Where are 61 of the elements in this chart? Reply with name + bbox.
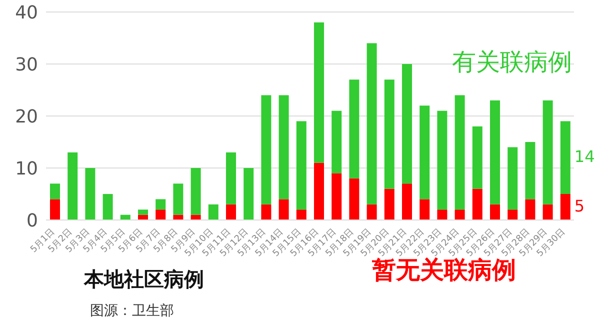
series-label: 暂无关联病例 [372,256,516,286]
bar [472,188,482,220]
bar [244,168,254,220]
bar [190,168,201,215]
bar [454,95,465,210]
bar [437,210,448,220]
bar [68,152,78,220]
bar [226,152,236,204]
text: 本地社区病例 [84,266,204,293]
bar [420,106,430,200]
y-tick-label: 20 [15,106,38,128]
bar [85,168,96,220]
bar [296,210,306,220]
bar [208,204,218,220]
data-label: 14 [574,146,595,166]
text: 图源：卫生部 [90,302,174,320]
bar [437,110,448,210]
bar [332,110,342,174]
bar [402,184,412,220]
series-label: 有关联病例 [452,47,572,78]
bar [420,199,430,220]
bar [384,188,394,220]
bar [366,204,377,220]
bar [384,80,394,189]
bar [173,184,184,215]
bar [50,184,60,200]
data-label: 5 [574,196,585,216]
bar [525,199,536,220]
y-tick-label: 40 [15,2,38,24]
bar [560,121,570,194]
y-tick-label: 30 [15,54,38,76]
bar [226,204,236,220]
bar [542,100,553,204]
bar [314,22,324,163]
y-tick-label: 0 [26,210,38,232]
bar [156,210,166,220]
bar [138,210,148,215]
bar [560,194,570,220]
bar [542,204,553,220]
bar [490,204,500,220]
bar [402,64,412,184]
bar [508,147,518,210]
bar [156,199,166,210]
y-tick-label: 10 [15,158,38,180]
bar [261,95,272,204]
bar [472,126,482,189]
bar [490,100,500,204]
bar [50,199,60,220]
bar [261,204,272,220]
bar [332,173,342,220]
bar [314,162,324,220]
bar [102,194,113,220]
bar [296,121,306,210]
bar [366,43,377,204]
bar [349,80,360,178]
bar [508,210,518,220]
bar [525,142,536,200]
bar [278,199,289,220]
bar [278,95,289,200]
bar [349,178,360,220]
bar [454,210,465,220]
